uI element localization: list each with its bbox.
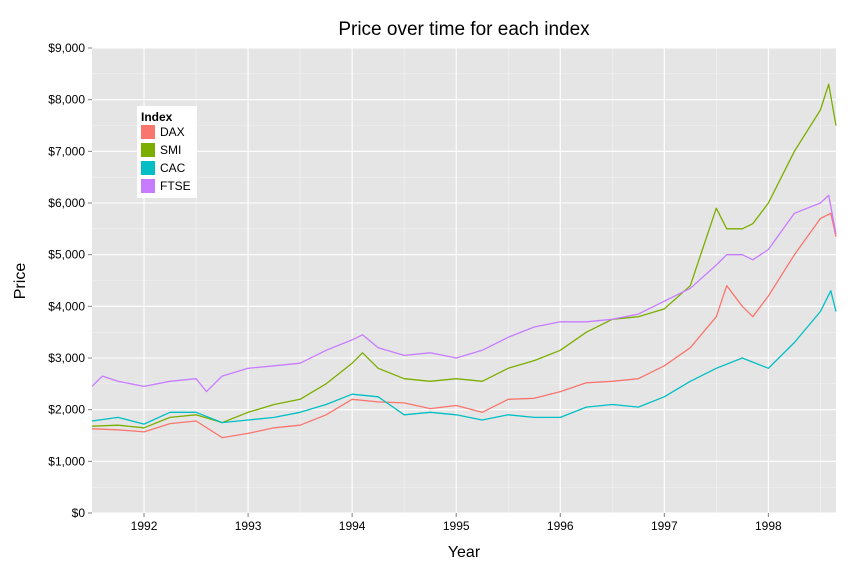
legend-label-cac: CAC — [160, 161, 186, 175]
x-tick-label: 1998 — [755, 519, 782, 533]
series-line-ftse — [91, 194, 837, 393]
x-tick-label: 1994 — [339, 519, 366, 533]
chart-title: Price over time for each index — [338, 19, 590, 40]
y-tick-label: $7,000 — [48, 144, 85, 158]
y-tick-label: $6,000 — [48, 196, 85, 210]
x-tick-label: 1995 — [443, 519, 470, 533]
legend-key-ftse — [141, 179, 155, 193]
legend-key-smi — [141, 143, 155, 157]
x-tick-label: 1997 — [651, 519, 678, 533]
y-tick-label: $1,000 — [48, 454, 85, 468]
grid-minor — [92, 48, 836, 513]
y-tick-label: $8,000 — [48, 93, 85, 107]
legend-key-dax — [141, 125, 155, 139]
y-tick-label: $4,000 — [48, 299, 85, 313]
legend-items: DAX SMI CAC FTSE — [141, 125, 191, 193]
legend-label-ftse: FTSE — [160, 179, 191, 193]
y-tick-label: $2,000 — [48, 403, 85, 417]
y-tick-label: $0 — [72, 506, 86, 520]
series-lines — [91, 83, 837, 439]
grid-major — [92, 47, 836, 514]
legend: Index DAX SMI CAC FTSE — [137, 106, 197, 198]
legend-title: Index — [141, 110, 173, 124]
legend-label-dax: DAX — [160, 125, 185, 139]
y-axis-title: Price — [12, 263, 29, 300]
legend-key-cac — [141, 161, 155, 175]
series-line-dax — [91, 212, 837, 439]
series-line-cac — [91, 290, 837, 425]
y-tick-label: $9,000 — [48, 41, 85, 55]
x-axis: 1992 1993 1994 1995 1996 1997 1998 — [131, 513, 782, 533]
x-axis-title: Year — [448, 544, 481, 561]
x-tick-label: 1993 — [235, 519, 262, 533]
y-axis: $0 $1,000 $2,000 $3,000 $4,000 $5,000 $6,000 $7… — [48, 41, 92, 520]
x-tick-label: 1996 — [547, 519, 574, 533]
legend-label-smi: SMI — [160, 143, 181, 157]
series-line-smi — [91, 83, 837, 429]
y-tick-label: $5,000 — [48, 248, 85, 262]
x-tick-label: 1992 — [131, 519, 158, 533]
y-tick-label: $3,000 — [48, 351, 85, 365]
